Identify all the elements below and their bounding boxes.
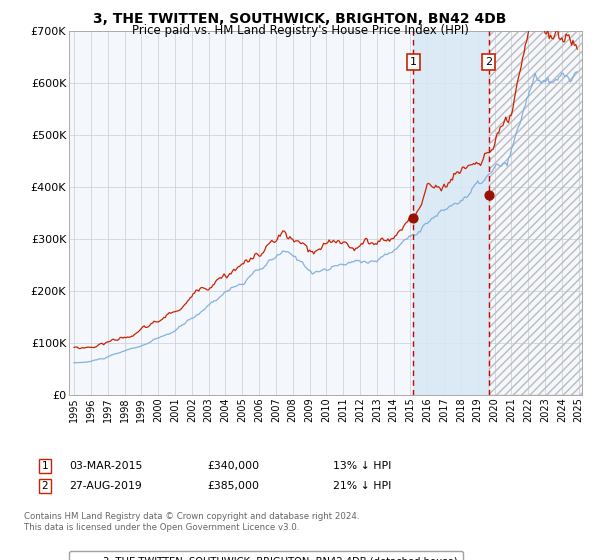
Text: 13% ↓ HPI: 13% ↓ HPI <box>333 461 391 471</box>
Text: 2: 2 <box>41 481 49 491</box>
Text: 1: 1 <box>41 461 49 471</box>
Legend: 3, THE TWITTEN, SOUTHWICK, BRIGHTON, BN42 4DB (detached house), HPI: Average pri: 3, THE TWITTEN, SOUTHWICK, BRIGHTON, BN4… <box>69 551 463 560</box>
Text: Contains HM Land Registry data © Crown copyright and database right 2024.
This d: Contains HM Land Registry data © Crown c… <box>24 512 359 532</box>
Text: Price paid vs. HM Land Registry's House Price Index (HPI): Price paid vs. HM Land Registry's House … <box>131 24 469 36</box>
Text: 3, THE TWITTEN, SOUTHWICK, BRIGHTON, BN42 4DB: 3, THE TWITTEN, SOUTHWICK, BRIGHTON, BN4… <box>94 12 506 26</box>
Point <box>409 213 418 222</box>
Text: 27-AUG-2019: 27-AUG-2019 <box>69 481 142 491</box>
Text: 1: 1 <box>410 57 417 67</box>
Text: 21% ↓ HPI: 21% ↓ HPI <box>333 481 391 491</box>
Text: 03-MAR-2015: 03-MAR-2015 <box>69 461 142 471</box>
Bar <box>488 31 587 395</box>
Bar <box>413 31 488 395</box>
Text: £385,000: £385,000 <box>207 481 259 491</box>
Text: 2: 2 <box>485 57 492 67</box>
Text: £340,000: £340,000 <box>207 461 259 471</box>
Point <box>484 190 493 199</box>
